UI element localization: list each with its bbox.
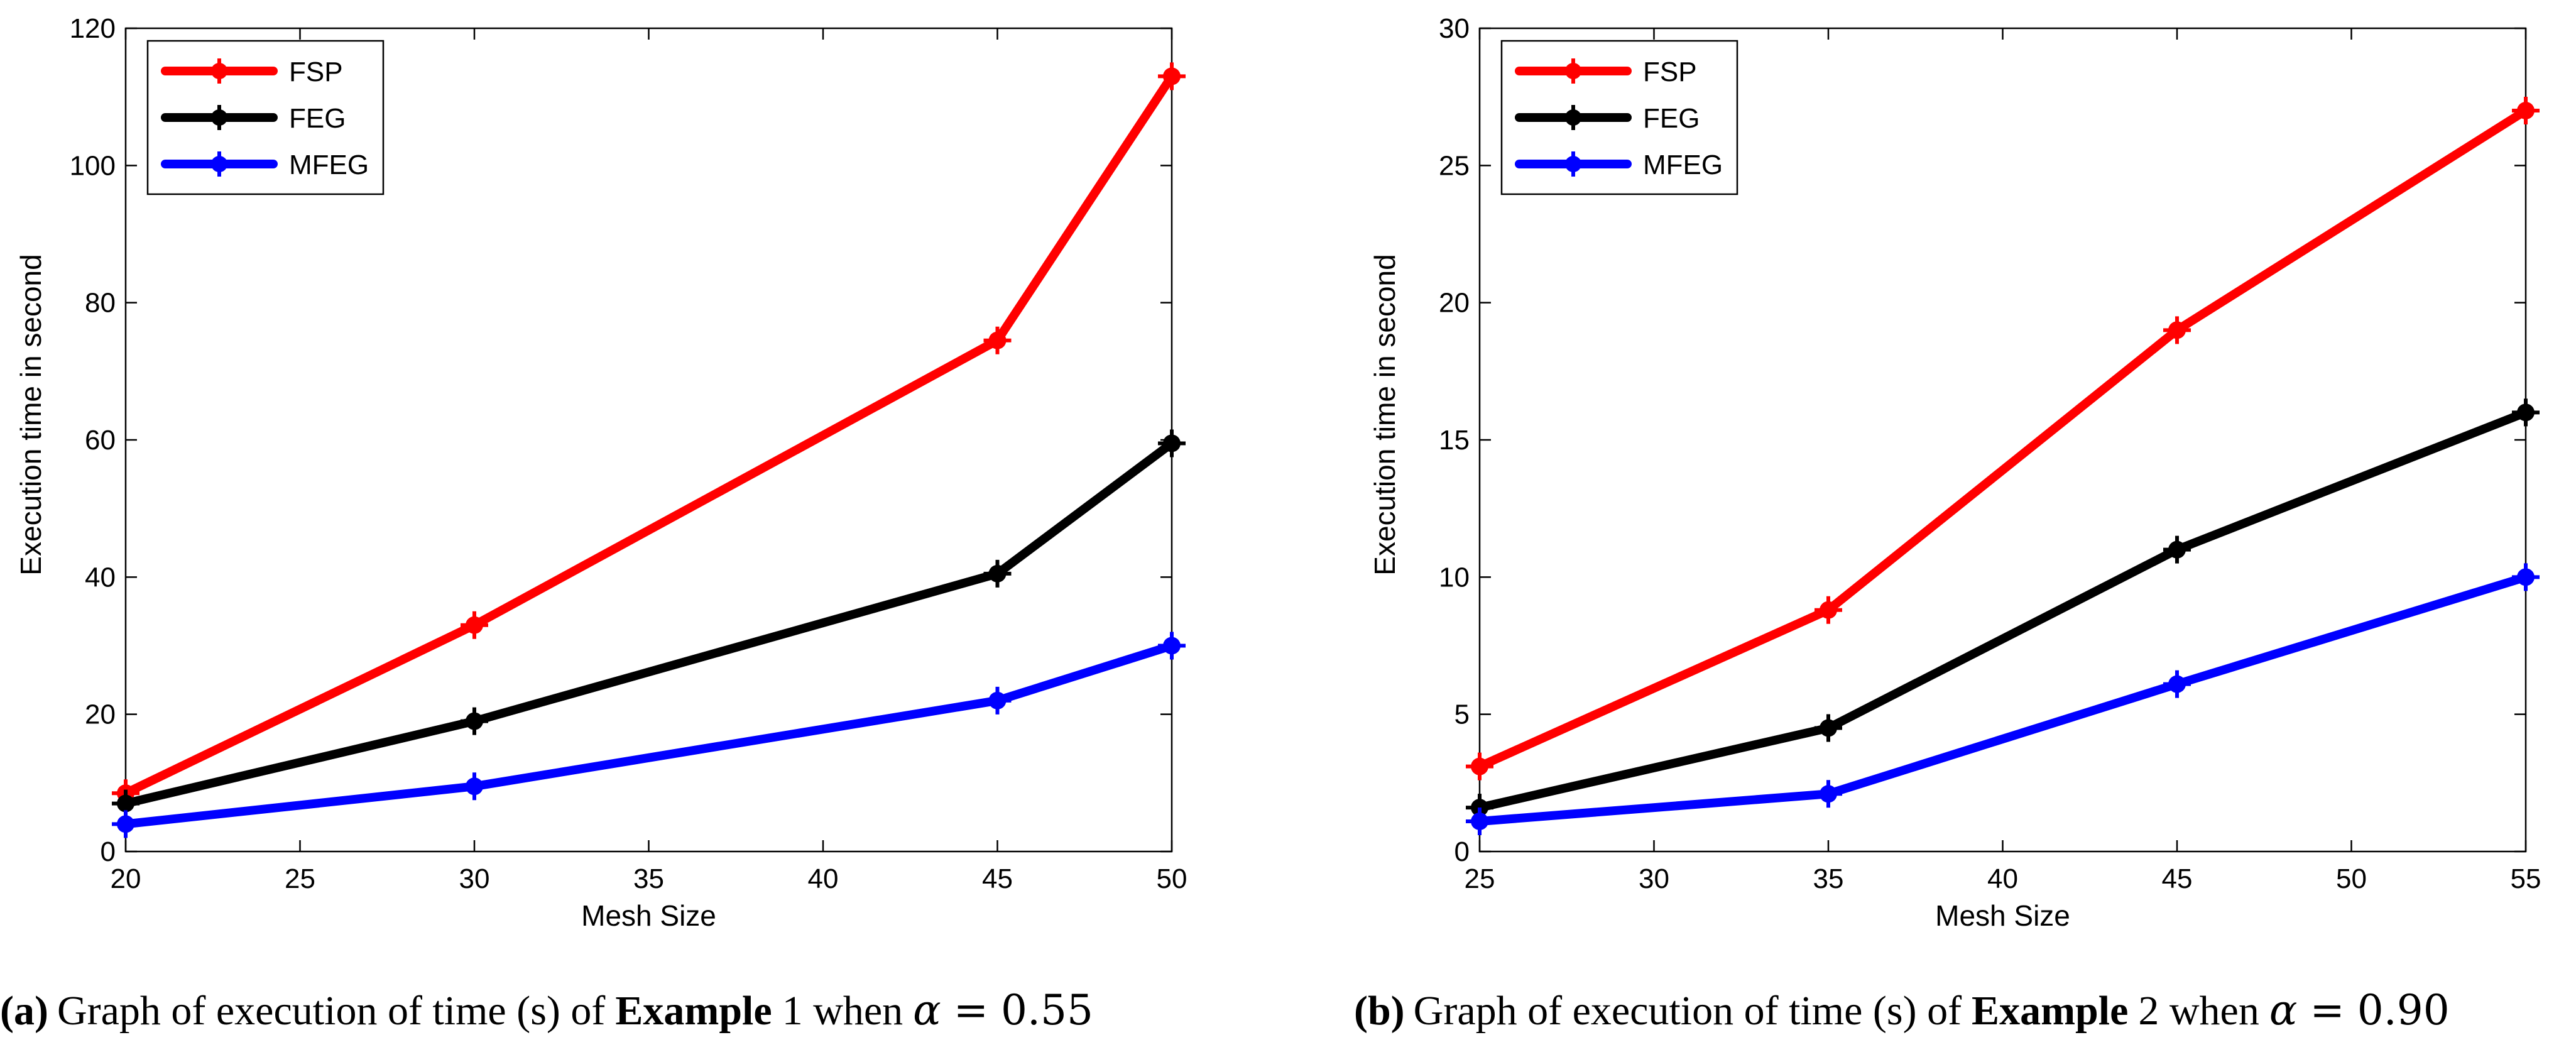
x-tick-label: 45 [982, 863, 1013, 894]
y-tick-label: 30 [1439, 13, 1470, 44]
series-line-feg [1475, 408, 2530, 813]
caption-bold: Example [1972, 988, 2128, 1034]
data-point-marker [461, 707, 488, 735]
data-point-marker [1815, 780, 1842, 808]
caption-text: Graph of execution of time (s) of [57, 988, 605, 1034]
x-tick-label: 50 [1157, 863, 1187, 894]
data-point-marker [1815, 596, 1842, 624]
series-line-feg [121, 439, 1176, 808]
legend-label-feg: FEG [1643, 103, 1700, 134]
data-point-marker [1466, 807, 1493, 835]
caption-text: Graph of execution of time (s) of [1414, 988, 1962, 1034]
x-tick-label: 25 [1465, 863, 1495, 894]
data-point-marker [112, 810, 139, 838]
figure-caption: (b) Graph of execution of time (s) of Exam… [1354, 986, 2450, 1034]
data-point-marker [461, 611, 488, 639]
data-point-marker [983, 686, 1012, 715]
caption-bold: Example [615, 988, 772, 1034]
caption-equals: = [954, 986, 988, 1034]
series-line-mfeg [121, 641, 1176, 829]
y-tick-label: 10 [1439, 562, 1470, 593]
legend-label-fsp: FSP [289, 57, 343, 87]
y-tick-label: 80 [85, 288, 116, 319]
figure-caption: (a) Graph of execution of time (s) of Exam… [0, 986, 1093, 1034]
data-point-marker [983, 326, 1012, 354]
series-line-mfeg [1475, 572, 2530, 826]
data-point-marker [1815, 714, 1842, 742]
caption-symbol: α [2269, 986, 2298, 1034]
x-tick-label: 35 [633, 863, 664, 894]
x-tick-label: 25 [285, 863, 315, 894]
legend-marker-cross [207, 151, 232, 177]
data-point-marker [1158, 62, 1186, 90]
y-tick-label: 100 [70, 150, 116, 181]
y-tick-label: 60 [85, 425, 116, 456]
y-tick-label: 15 [1439, 425, 1470, 456]
data-point-marker [2512, 563, 2540, 591]
legend-marker-cross [207, 105, 232, 130]
series-line-fsp [121, 72, 1176, 798]
caption-equals: = [2310, 986, 2344, 1034]
legend: FSP FEG MFEG [1500, 40, 1738, 195]
legend-marker-cross [207, 58, 232, 84]
y-tick-label: 40 [85, 562, 116, 593]
y-tick-label: 0 [101, 836, 116, 867]
chart-panel-b: 25 30 35 40 45 50 55 0 5 10 15 20 25 30 Mesh Size Execu… [1354, 13, 2541, 1034]
x-tick-label: 55 [2511, 863, 2541, 894]
y-tick-label: 0 [1454, 836, 1470, 867]
legend: FSP FEG MFEG [146, 40, 385, 195]
caption-text: 1 when [782, 988, 903, 1034]
y-axis-label: Execution time in second [14, 254, 47, 575]
caption-label: (a) [0, 988, 48, 1034]
data-point-marker [2163, 316, 2191, 344]
data-point-marker [2163, 535, 2191, 564]
caption-text: 2 when [2138, 988, 2259, 1034]
data-point-marker [461, 772, 488, 801]
x-axis-label: Mesh Size [581, 899, 716, 932]
x-tick-label: 20 [111, 863, 141, 894]
y-tick-label: 120 [70, 13, 116, 44]
data-point-marker [2163, 670, 2191, 698]
caption-value: 0.90 [2357, 986, 2450, 1034]
data-point-marker [983, 559, 1012, 588]
x-tick-label: 45 [2162, 863, 2193, 894]
x-tick-label: 40 [1987, 863, 2018, 894]
caption-label: (b) [1354, 988, 1405, 1034]
x-tick-label: 30 [459, 863, 490, 894]
legend-label-fsp: FSP [1643, 57, 1697, 87]
legend-label-mfeg: MFEG [1643, 150, 1723, 180]
legend-label-mfeg: MFEG [289, 150, 369, 180]
caption-value: 0.55 [1001, 986, 1093, 1034]
x-tick-label: 40 [808, 863, 839, 894]
y-tick-label: 20 [1439, 288, 1470, 319]
data-point-marker [2512, 97, 2540, 124]
x-tick-label: 30 [1639, 863, 1669, 894]
data-point-marker [1158, 632, 1186, 660]
y-axis-label: Execution time in second [1368, 254, 1401, 575]
legend-marker-cross [1561, 105, 1586, 130]
x-tick-label: 35 [1813, 863, 1844, 894]
data-point-marker [1466, 752, 1493, 780]
series-line-fsp [1475, 106, 2530, 771]
data-point-marker [2512, 398, 2540, 427]
legend-label-feg: FEG [289, 103, 346, 134]
legend-marker-cross [1561, 151, 1586, 177]
y-tick-label: 20 [85, 699, 116, 730]
y-tick-label: 5 [1454, 699, 1470, 730]
x-tick-label: 50 [2336, 863, 2367, 894]
caption-symbol: α [913, 986, 941, 1034]
legend-marker-cross [1561, 58, 1586, 84]
x-axis-label: Mesh Size [1935, 899, 2070, 932]
y-tick-label: 25 [1439, 150, 1470, 181]
data-point-marker [1158, 429, 1186, 457]
